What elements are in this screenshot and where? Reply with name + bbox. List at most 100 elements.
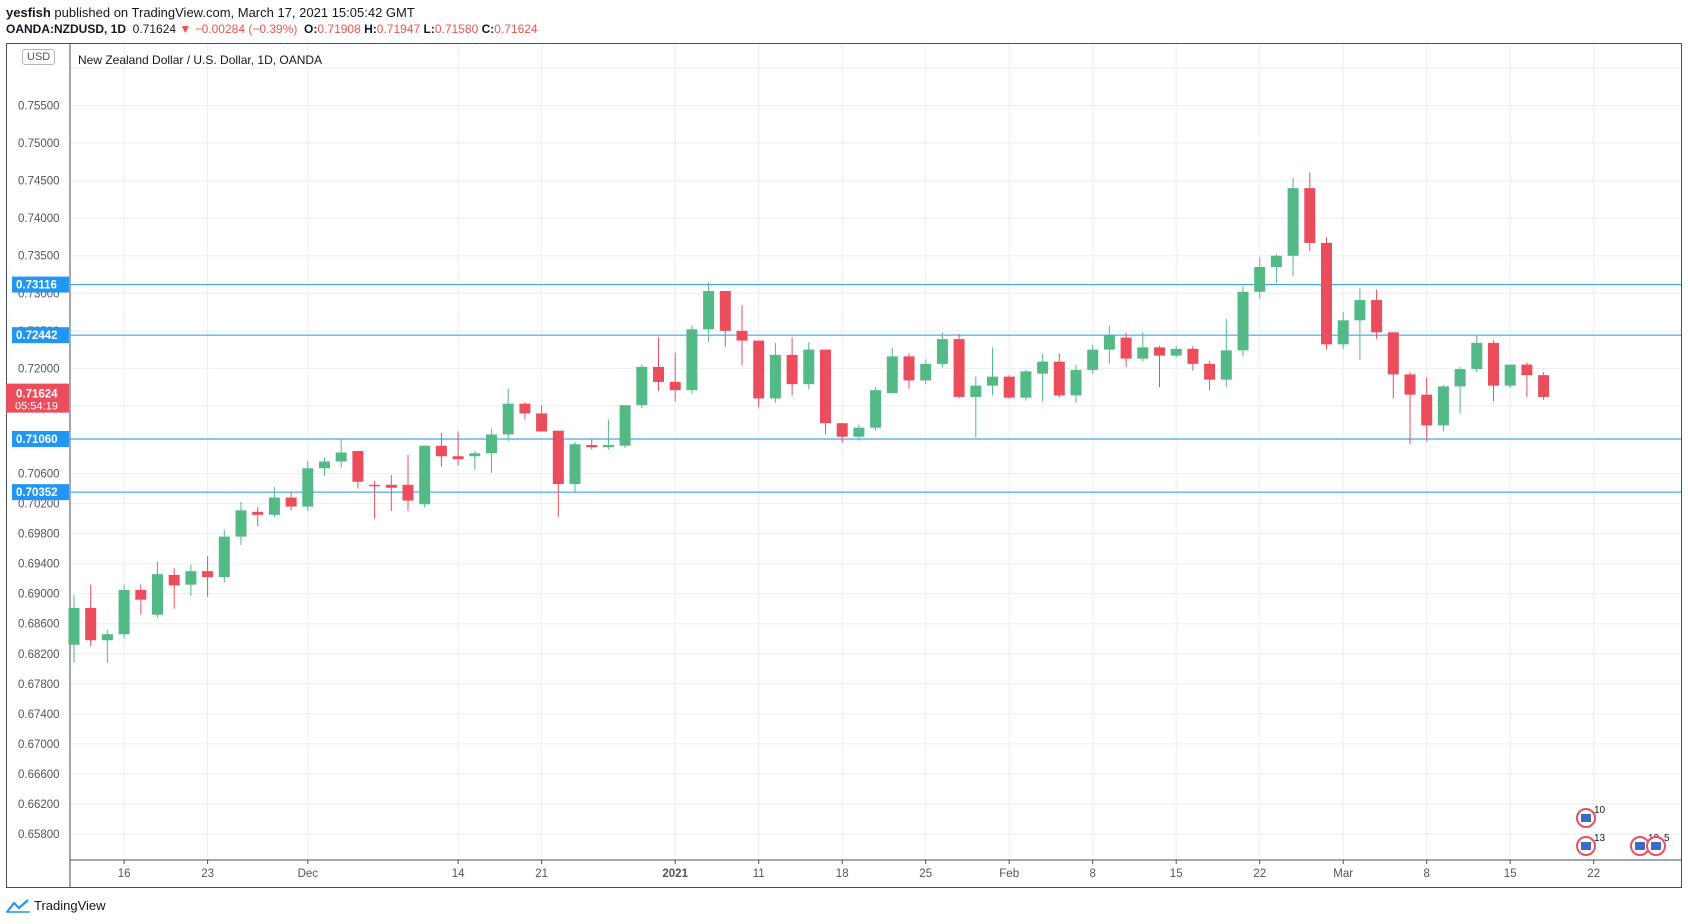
candle-body[interactable] — [970, 385, 982, 397]
candle-body[interactable] — [252, 511, 264, 515]
candle-body[interactable] — [1254, 266, 1266, 292]
candle-body[interactable] — [1087, 349, 1099, 370]
candle-body[interactable] — [302, 468, 314, 507]
candle-body[interactable] — [486, 434, 497, 454]
candle-body[interactable] — [1037, 361, 1049, 374]
candle-body[interactable] — [1204, 363, 1216, 380]
candle-body[interactable] — [1053, 361, 1065, 396]
footer-brand-label: TradingView — [34, 898, 106, 913]
candle-body[interactable] — [152, 574, 163, 615]
candle-body[interactable] — [1504, 364, 1516, 386]
candle-body[interactable] — [352, 450, 364, 482]
candle-body[interactable] — [519, 403, 531, 414]
candle-body[interactable] — [1521, 364, 1533, 376]
candle-body[interactable] — [1187, 348, 1199, 364]
candle-body[interactable] — [1354, 300, 1366, 321]
candle-body[interactable] — [552, 430, 564, 485]
candle-body[interactable] — [1120, 337, 1132, 359]
candle-body[interactable] — [786, 354, 798, 385]
candle-body[interactable] — [101, 634, 113, 641]
candle-body[interactable] — [1070, 369, 1082, 396]
candle-body[interactable] — [719, 291, 731, 331]
candle-body[interactable] — [953, 339, 965, 397]
candle-body[interactable] — [452, 456, 464, 460]
candle-body[interactable] — [1454, 369, 1466, 387]
level-price-tag — [12, 327, 69, 344]
candle-body[interactable] — [569, 444, 581, 485]
candle-body[interactable] — [469, 453, 481, 457]
candle-body[interactable] — [803, 349, 815, 385]
candle-body[interactable] — [369, 484, 381, 487]
candle-body[interactable] — [987, 376, 998, 386]
candle-body[interactable] — [1220, 350, 1232, 380]
candle-body[interactable] — [602, 444, 614, 448]
candle-body[interactable] — [202, 571, 214, 578]
candle-body[interactable] — [168, 574, 180, 586]
candle-body[interactable] — [1137, 347, 1149, 359]
candle-body[interactable] — [669, 381, 681, 391]
candle-body[interactable] — [1287, 188, 1299, 256]
candle-body[interactable] — [936, 339, 948, 364]
candle-body[interactable] — [268, 497, 280, 515]
candle-body[interactable] — [1304, 188, 1316, 243]
currency-unit-badge[interactable]: USD — [22, 49, 56, 65]
chart-frame[interactable] — [6, 43, 1682, 888]
footer-brand[interactable]: TradingView — [6, 898, 106, 913]
candle-body[interactable] — [85, 607, 97, 641]
candle-body[interactable] — [769, 354, 781, 399]
candle-body[interactable] — [536, 413, 548, 432]
candle-body[interactable] — [820, 349, 831, 424]
candle-body[interactable] — [419, 445, 431, 505]
candle-body[interactable] — [619, 405, 631, 446]
candle-body[interactable] — [586, 444, 598, 448]
x-tick-label: 23 — [201, 868, 214, 880]
candle-body[interactable] — [753, 340, 765, 399]
candle-body[interactable] — [1437, 386, 1449, 426]
candle-body[interactable] — [853, 427, 865, 437]
candle-body[interactable] — [1471, 342, 1483, 370]
candle-body[interactable] — [68, 607, 80, 645]
candle-body[interactable] — [1154, 347, 1165, 356]
candle-body[interactable] — [703, 291, 715, 330]
candle-body[interactable] — [636, 366, 648, 406]
candle-body[interactable] — [185, 571, 197, 585]
candle-body[interactable] — [1488, 342, 1499, 386]
candle-body[interactable] — [1237, 291, 1249, 351]
candle-body[interactable] — [836, 423, 848, 437]
symbol-label[interactable]: OANDA:NZDUSD, 1D — [6, 22, 126, 36]
candle-body[interactable] — [435, 445, 447, 457]
candle-body[interactable] — [1337, 320, 1349, 345]
candle-body[interactable] — [235, 510, 247, 537]
candle-body[interactable] — [1103, 335, 1115, 350]
candle-body[interactable] — [1270, 255, 1282, 267]
candle-body[interactable] — [385, 484, 397, 488]
candle-body[interactable] — [118, 589, 130, 635]
candle-body[interactable] — [1321, 242, 1332, 345]
candle-body[interactable] — [1538, 375, 1550, 397]
candle-body[interactable] — [1170, 348, 1182, 356]
candle-body[interactable] — [335, 452, 347, 462]
y-tick-label: 0.69000 — [18, 589, 60, 601]
level-price-label: 0.73116 — [16, 280, 57, 292]
candle-body[interactable] — [1371, 300, 1383, 333]
candle-body[interactable] — [1404, 374, 1416, 395]
candle-body[interactable] — [870, 390, 882, 428]
candle-body[interactable] — [1020, 371, 1032, 398]
candle-body[interactable] — [886, 356, 898, 394]
candle-body[interactable] — [1003, 376, 1015, 398]
candle-body[interactable] — [736, 330, 748, 341]
candle-body[interactable] — [1421, 394, 1433, 426]
candle-body[interactable] — [1387, 332, 1399, 375]
candle-body[interactable] — [402, 484, 414, 501]
candle-body[interactable] — [686, 329, 698, 391]
candle-body[interactable] — [319, 461, 330, 469]
candle-body[interactable] — [285, 497, 297, 507]
author-name[interactable]: yesfish — [6, 5, 51, 20]
candle-body[interactable] — [502, 403, 514, 435]
candle-body[interactable] — [218, 536, 230, 578]
candle-body[interactable] — [920, 363, 932, 381]
candle-body[interactable] — [135, 589, 147, 600]
candle-body[interactable] — [903, 356, 915, 381]
candle-body[interactable] — [653, 366, 664, 382]
